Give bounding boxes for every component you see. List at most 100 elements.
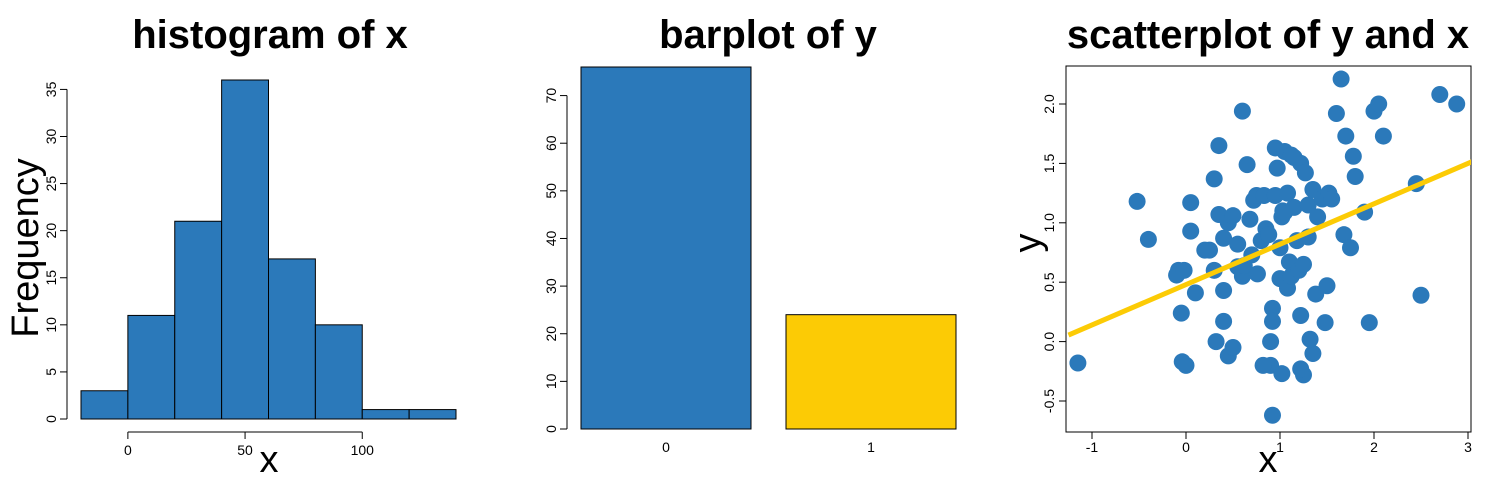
histogram-bar <box>268 258 316 420</box>
scatter-point <box>1318 277 1336 295</box>
scatter-point <box>1412 286 1430 304</box>
barplot-panel: barplot of y 0 10 20 30 40 50 60 70 0 1 <box>543 13 957 455</box>
scatter-point <box>1139 230 1157 248</box>
scatter-point <box>1346 167 1364 185</box>
scatter-point <box>1233 102 1251 120</box>
barplot-y-tick-label: 40 <box>543 230 559 246</box>
scatter-plot-frame <box>1065 65 1472 433</box>
scatter-point <box>1292 360 1310 378</box>
barplot-category-label: 0 <box>662 439 670 455</box>
scatter-x-tick-label: 3 <box>1464 439 1472 455</box>
histogram-x-tick-label: 100 <box>351 442 375 458</box>
scatter-x-tick-label: -1 <box>1086 439 1099 455</box>
histogram-bar <box>221 79 269 420</box>
scatter-point <box>1448 95 1466 113</box>
histogram-y-tick-label: 5 <box>43 368 59 376</box>
scatter-title: scatterplot of y and x <box>1067 13 1469 57</box>
barplot-title: barplot of y <box>659 13 878 57</box>
histogram-ylabel: Frequency <box>5 158 47 338</box>
scatter-y-tick-label: 1.5 <box>1041 153 1057 173</box>
barplot-y-tick-label: 30 <box>543 278 559 294</box>
scatter-point <box>1292 306 1310 324</box>
histogram-bar <box>80 390 129 420</box>
scatter-y-tick-label: 0.0 <box>1041 332 1057 352</box>
scatter-point <box>1370 95 1388 113</box>
barplot-category-label: 1 <box>867 439 875 455</box>
scatter-axes: -1 0 1 2 3 -0.5 0.0 0.5 1.0 1.5 2.0 <box>1041 94 1472 455</box>
scatter-point <box>1254 356 1272 374</box>
scatter-y-tick-label: -0.5 <box>1041 389 1057 413</box>
histogram-y-tick-label: 35 <box>43 81 59 97</box>
scatter-point <box>1335 226 1353 244</box>
scatter-x-tick-label: 1 <box>1276 439 1284 455</box>
scatter-point <box>1248 265 1266 283</box>
scatter-point <box>1128 192 1146 210</box>
scatter-x-tick-label: 0 <box>1182 439 1190 455</box>
scatter-point <box>1224 339 1242 357</box>
barplot-y-tick-label: 10 <box>543 373 559 389</box>
scatter-point <box>1344 147 1362 165</box>
scatter-point <box>1241 210 1259 228</box>
scatter-point <box>1273 365 1291 383</box>
scatter-point <box>1175 261 1193 279</box>
scatter-point <box>1182 222 1200 240</box>
histogram-bar <box>361 409 410 420</box>
scatter-point <box>1177 356 1195 374</box>
scatter-point <box>1299 196 1317 214</box>
barplot-y-tick-label: 0 <box>543 425 559 433</box>
scatter-y-tick-label: 0.5 <box>1041 272 1057 292</box>
scatter-point <box>1285 198 1303 216</box>
scatter-point <box>1205 170 1223 188</box>
scatter-point <box>1262 333 1280 351</box>
scatter-point <box>1295 255 1312 273</box>
histogram-y-tick-label: 15 <box>43 270 59 286</box>
scatter-point <box>1268 159 1286 177</box>
scatter-point <box>1238 156 1256 174</box>
scatter-point <box>1172 304 1190 322</box>
scatter-point <box>1342 239 1359 257</box>
scatter-point <box>1337 127 1355 145</box>
scatter-point <box>1374 127 1392 145</box>
scatter-point <box>1229 235 1247 253</box>
scatter-point <box>1431 85 1449 103</box>
barplot-y-tick-label: 50 <box>543 183 559 199</box>
scatter-point <box>1316 314 1334 332</box>
barplot-y-tick-label: 70 <box>543 88 559 104</box>
scatter-ylabel: y <box>1007 234 1049 253</box>
scatter-point <box>1301 330 1319 348</box>
scatter-y-tick-label: 1.0 <box>1041 213 1057 233</box>
barplot-bar <box>580 66 752 430</box>
scatter-points <box>1069 70 1466 424</box>
histogram-title: histogram of x <box>132 13 408 57</box>
scatter-point <box>1260 226 1278 244</box>
histogram-panel: histogram of x x Frequency 0 5 10 15 20 25 30 3… <box>5 13 457 481</box>
histogram-x-tick-label: 0 <box>124 442 132 458</box>
scatter-point <box>1210 137 1228 155</box>
scatter-point <box>1263 299 1281 317</box>
scatter-point <box>1360 314 1378 332</box>
histogram-x-tick-label: 50 <box>237 442 253 458</box>
histogram-y-tick-label: 20 <box>43 223 59 239</box>
histogram-y-tick-label: 0 <box>43 415 59 423</box>
scatter-point <box>1224 207 1242 225</box>
scatter-point <box>1196 241 1214 259</box>
scatter-point <box>1263 312 1281 330</box>
scatter-point <box>1207 333 1225 351</box>
scatter-xlabel: x <box>1259 439 1278 481</box>
scatter-point <box>1215 312 1233 330</box>
scatter-x-tick-label: 2 <box>1370 439 1378 455</box>
scatter-panel: scatterplot of y and x x y -1 0 1 2 3 -0.5 0.0… <box>1007 13 1472 481</box>
barplot-axes: 0 10 20 30 40 50 60 70 0 1 <box>543 88 875 455</box>
histogram-bar <box>408 409 457 420</box>
histogram-axes: 0 5 10 15 20 25 30 35 0 50 100 <box>43 81 374 458</box>
scatter-point <box>1186 284 1204 302</box>
histogram-bars <box>80 79 457 420</box>
scatter-point <box>1323 190 1341 208</box>
scatter-point <box>1309 208 1327 226</box>
scatter-fit-line <box>1067 159 1471 338</box>
scatter-point <box>1215 282 1233 300</box>
histogram-y-tick-label: 10 <box>43 317 59 333</box>
scatter-point <box>1282 146 1300 164</box>
histogram-y-tick-label: 25 <box>43 176 59 192</box>
